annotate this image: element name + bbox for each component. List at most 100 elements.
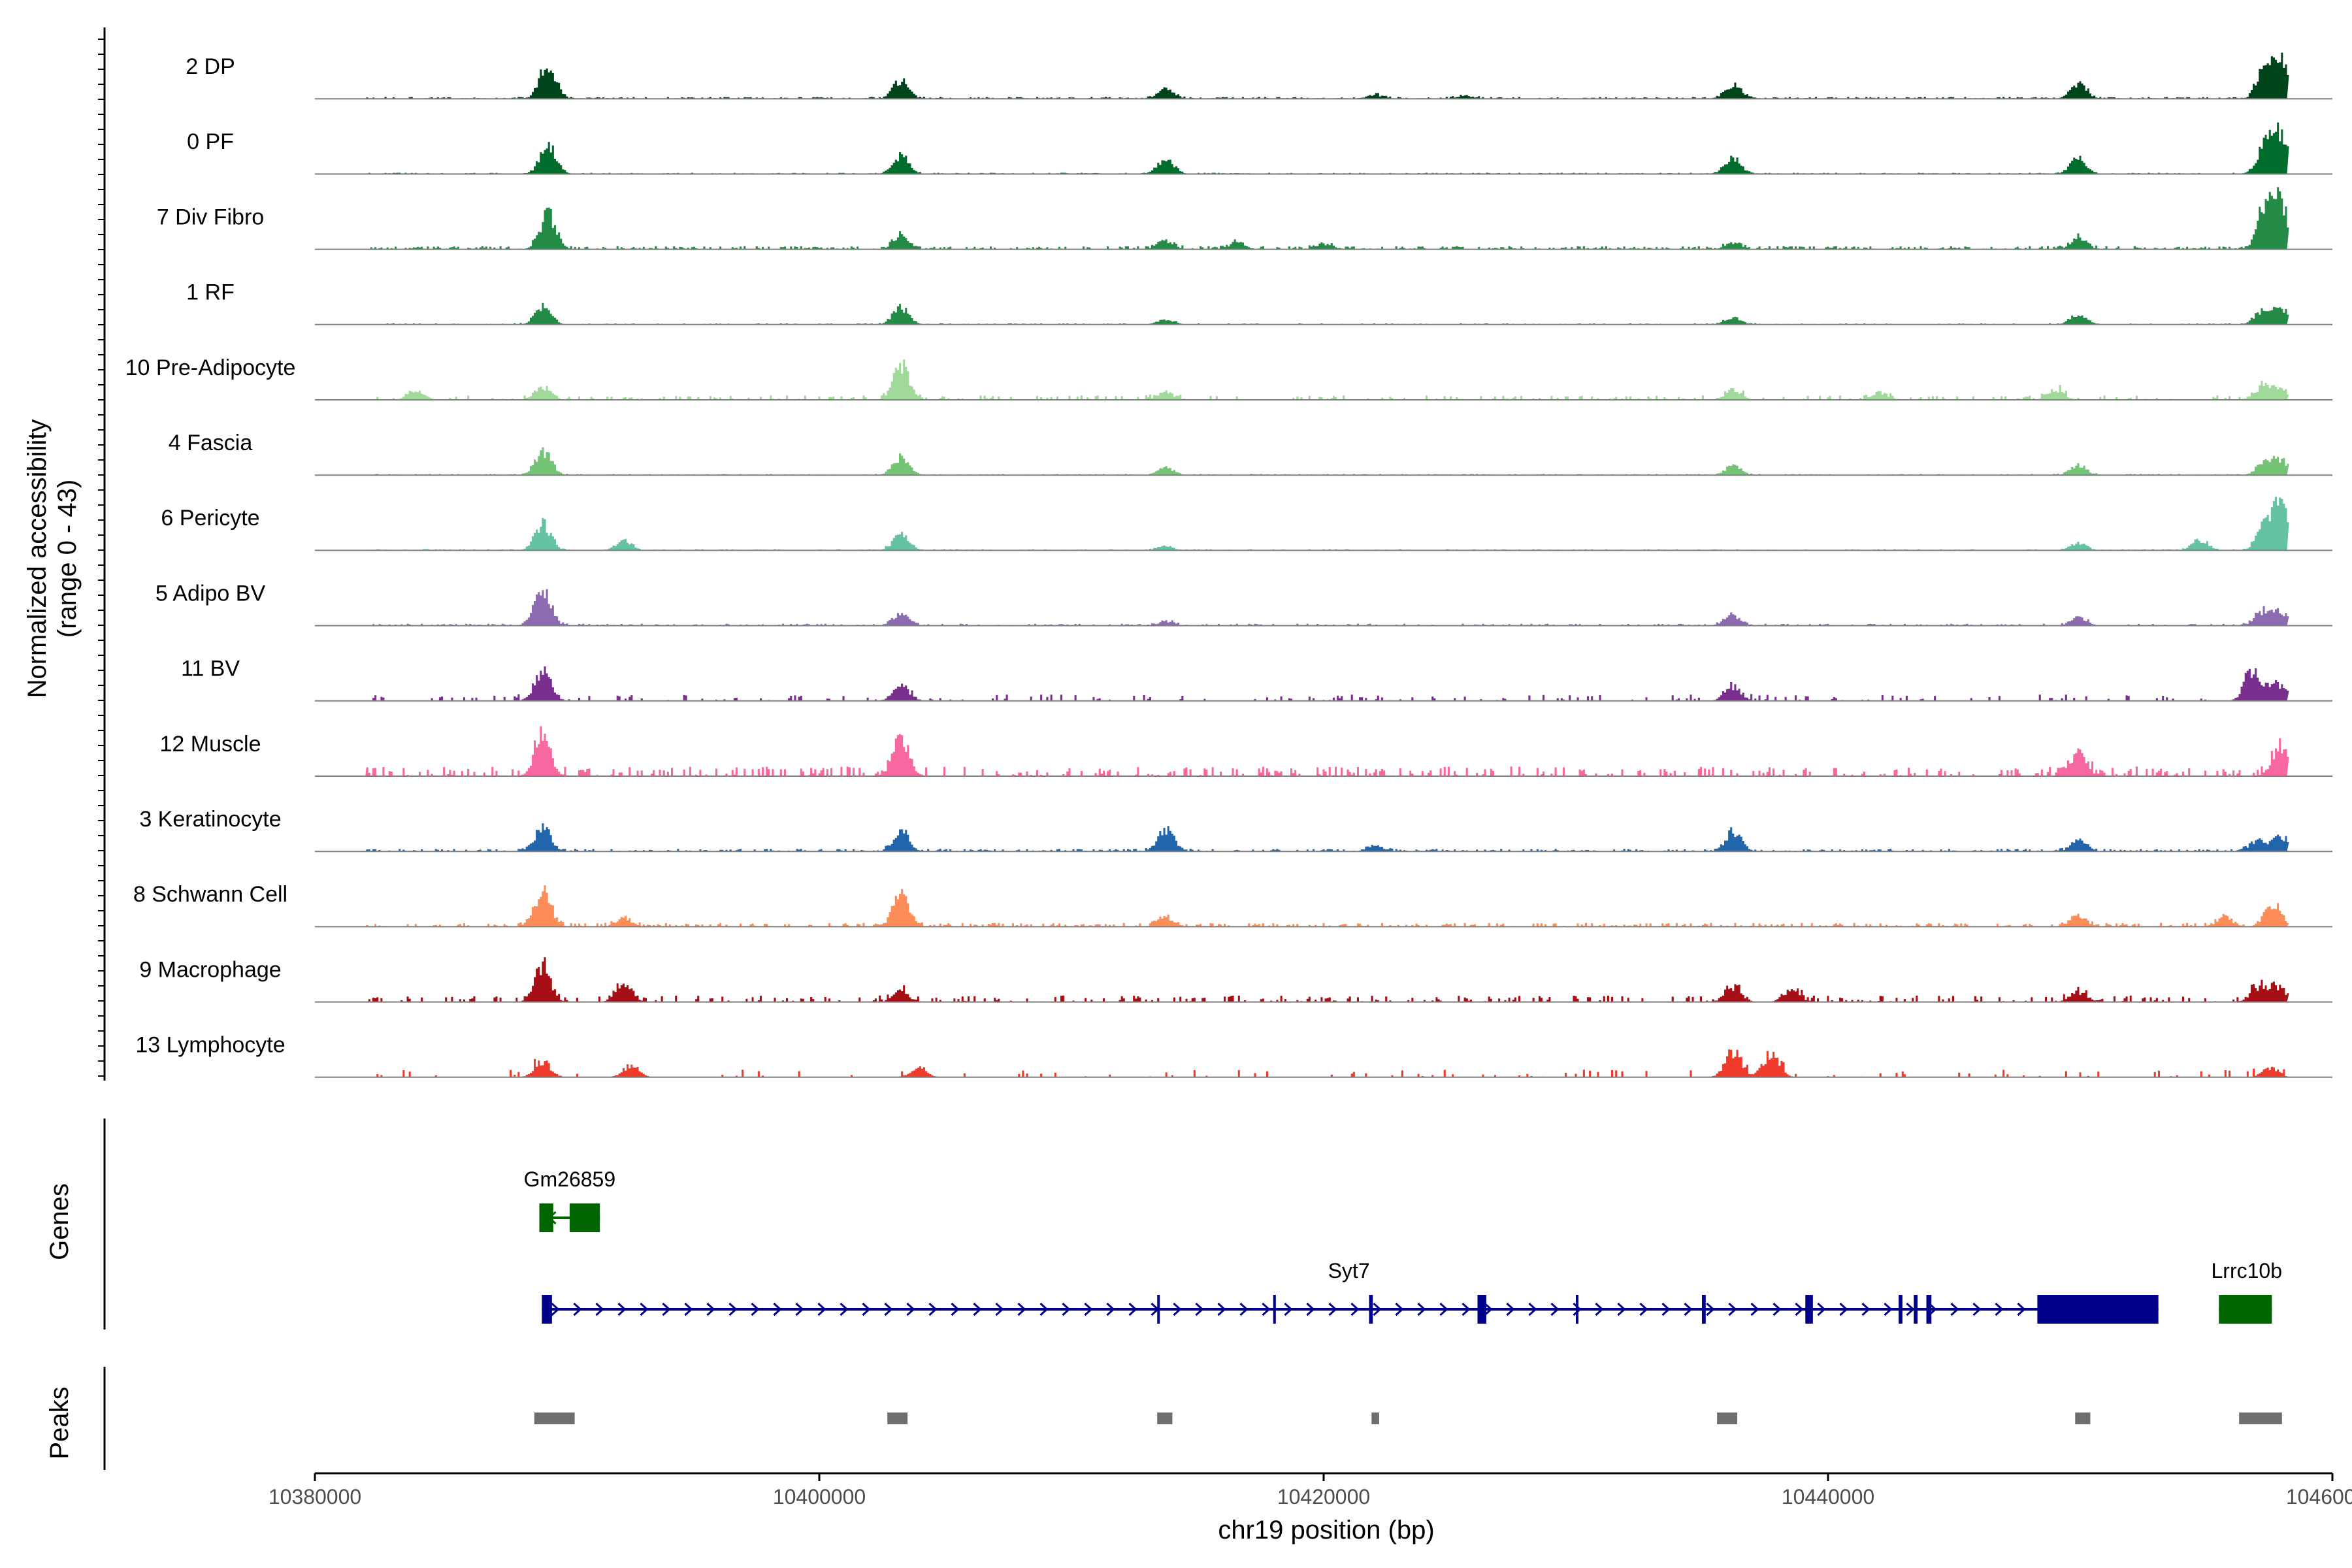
strand-arrow bbox=[617, 1302, 627, 1316]
coverage-area bbox=[365, 666, 2289, 701]
coverage-tracks: 2 DP 0 PF 7 Div Fibro 1 RF 10 Pre-Adipocyte 4… bbox=[98, 27, 2332, 1081]
strand-arrow bbox=[1462, 1302, 1471, 1316]
track-2-dp: 2 DP bbox=[186, 52, 2332, 100]
track-label: 13 Lymphocyte bbox=[135, 1033, 285, 1058]
strand-arrow bbox=[884, 1302, 893, 1316]
strand-arrow bbox=[1750, 1302, 1759, 1316]
coverage-area bbox=[365, 823, 2289, 852]
track-10-pre-adipocyte: 10 Pre-Adipocyte bbox=[125, 355, 2332, 400]
track-label: 8 Schwann Cell bbox=[133, 882, 287, 907]
gene-exon bbox=[542, 1295, 552, 1324]
gene-exon bbox=[1576, 1295, 1578, 1324]
strand-arrow bbox=[973, 1302, 982, 1316]
track-11-bv: 11 BV bbox=[181, 657, 2332, 702]
coverage-area bbox=[365, 187, 2289, 250]
strand-arrow bbox=[840, 1302, 849, 1316]
strand-arrow bbox=[1239, 1302, 1249, 1316]
track-6-pericyte: 6 Pericyte bbox=[161, 497, 2332, 551]
gene-exon bbox=[1899, 1295, 1903, 1324]
strand-arrow bbox=[1284, 1302, 1293, 1316]
strand-arrow bbox=[1661, 1302, 1671, 1316]
track-7-div-fibro: 7 Div Fibro bbox=[157, 187, 2332, 250]
track-label: 4 Fascia bbox=[169, 431, 253, 455]
strand-arrow bbox=[1128, 1302, 1137, 1316]
track-0-pf: 0 PF bbox=[187, 122, 2332, 175]
strand-arrow bbox=[1528, 1302, 1537, 1316]
coverage-area bbox=[365, 52, 2289, 99]
peaks-panel bbox=[103, 1367, 2282, 1470]
gene-exon bbox=[1702, 1295, 1706, 1324]
strand-arrow bbox=[1795, 1302, 1804, 1316]
gene-exon bbox=[1369, 1295, 1373, 1324]
genes-panel: Gm26859 Syt7 Lrrc10b bbox=[103, 1119, 2282, 1330]
peaks-panel-title: Peaks bbox=[45, 1386, 74, 1459]
coverage-area bbox=[365, 497, 2289, 551]
strand-arrow bbox=[1106, 1302, 1115, 1316]
gene-exon bbox=[1273, 1295, 1276, 1324]
coverage-area bbox=[365, 122, 2289, 174]
peak-region bbox=[2239, 1413, 2282, 1424]
gene-syt7: Syt7 bbox=[542, 1259, 2159, 1324]
strand-arrow bbox=[1839, 1302, 1848, 1316]
track-4-fascia: 4 Fascia bbox=[169, 431, 2332, 476]
strand-arrow bbox=[1950, 1302, 1959, 1316]
track-label: 6 Pericyte bbox=[161, 506, 259, 531]
strand-arrow bbox=[1817, 1302, 1826, 1316]
strand-arrow bbox=[595, 1302, 604, 1316]
peak-region bbox=[1717, 1413, 1738, 1424]
strand-arrow bbox=[1484, 1302, 1493, 1316]
track-3-keratinocyte: 3 Keratinocyte bbox=[139, 807, 2332, 853]
genes-panel-title: Genes bbox=[45, 1183, 74, 1260]
peak-region bbox=[534, 1413, 575, 1424]
x-axis: 10380000 10400000 10420000 10440000 10460000 bbox=[269, 1472, 2352, 1509]
gene-exon bbox=[1926, 1295, 1932, 1324]
strand-arrow bbox=[1017, 1302, 1026, 1316]
y-axis-title-line2: (range 0 - 43) bbox=[53, 480, 82, 638]
strand-arrow bbox=[1550, 1302, 1560, 1316]
strand-arrow bbox=[1062, 1302, 1071, 1316]
strand-arrow bbox=[1639, 1302, 1648, 1316]
strand-arrow bbox=[906, 1302, 915, 1316]
strand-arrow bbox=[1217, 1302, 1226, 1316]
strand-arrow bbox=[2017, 1302, 2026, 1316]
strand-arrow bbox=[1039, 1302, 1049, 1316]
strand-arrow bbox=[1439, 1302, 1448, 1316]
strand-arrow bbox=[951, 1302, 960, 1316]
track-label: 12 Muscle bbox=[160, 732, 261, 757]
peak-region bbox=[1157, 1413, 1173, 1424]
strand-arrow bbox=[1506, 1302, 1515, 1316]
strand-arrow bbox=[1617, 1302, 1626, 1316]
track-label: 5 Adipo BV bbox=[155, 581, 266, 606]
gene-lrrc10b: Lrrc10b bbox=[2212, 1259, 2282, 1324]
track-5-adipo-bv: 5 Adipo BV bbox=[155, 581, 2332, 627]
coverage-area bbox=[365, 447, 2289, 476]
track-8-schwann-cell: 8 Schwann Cell bbox=[133, 882, 2332, 928]
gene-exon bbox=[2037, 1295, 2159, 1324]
gene-label: Syt7 bbox=[1328, 1259, 1370, 1282]
gene-exon bbox=[1477, 1295, 1486, 1324]
strand-arrow bbox=[1706, 1302, 1715, 1316]
x-tick-label: 10440000 bbox=[1782, 1485, 1874, 1509]
peak-region bbox=[1371, 1413, 1379, 1424]
strand-arrow bbox=[1884, 1302, 1893, 1316]
track-label: 1 RF bbox=[186, 280, 235, 305]
strand-arrow bbox=[1995, 1302, 2004, 1316]
coverage-area bbox=[365, 957, 2289, 1002]
peak-region bbox=[887, 1413, 908, 1424]
coverage-area bbox=[365, 589, 2289, 626]
gene-exon bbox=[569, 1203, 600, 1232]
strand-arrow bbox=[817, 1302, 826, 1316]
strand-arrow bbox=[1262, 1302, 1271, 1316]
strand-arrow bbox=[1173, 1302, 1182, 1316]
track-label: 7 Div Fibro bbox=[157, 204, 264, 229]
axis-titles: Normalized accessibility (range 0 - 43) … bbox=[23, 419, 1435, 1544]
gene-gm26859: Gm26859 bbox=[524, 1168, 615, 1232]
x-tick-label: 10400000 bbox=[773, 1485, 866, 1509]
strand-arrow bbox=[1328, 1302, 1337, 1316]
strand-arrow bbox=[640, 1302, 649, 1316]
strand-arrow bbox=[684, 1302, 693, 1316]
strand-arrow bbox=[573, 1302, 582, 1316]
strand-arrow bbox=[1395, 1302, 1404, 1316]
track-1-rf: 1 RF bbox=[186, 280, 2332, 325]
